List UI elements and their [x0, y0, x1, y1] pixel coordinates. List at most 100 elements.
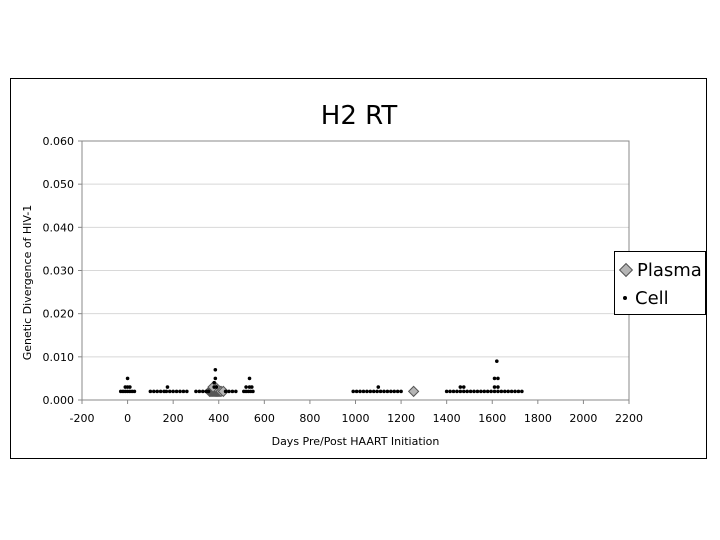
y-tick-label: 0.010 [43, 351, 75, 364]
cell-point [482, 389, 487, 394]
cell-point [496, 385, 500, 389]
cell-point [516, 389, 521, 394]
cell-point [151, 389, 156, 394]
plasma-point [217, 385, 230, 398]
cell-point [455, 389, 459, 394]
cell-point [378, 389, 383, 394]
y-tick-label: 0.060 [43, 135, 75, 148]
cell-point [495, 359, 499, 363]
cell-point [472, 389, 476, 394]
cell-point [358, 389, 362, 394]
cell-point [371, 389, 376, 394]
x-tick-label: 600 [254, 412, 275, 425]
legend-item-cell: Cell [621, 286, 669, 310]
cell-point [223, 389, 228, 394]
cell-point [230, 389, 235, 394]
cell-point [181, 389, 186, 394]
cell-point [392, 389, 397, 394]
dot-marker-icon [623, 296, 627, 300]
cell-point [212, 380, 216, 385]
x-tick-label: 1800 [524, 412, 552, 425]
cell-point [244, 385, 248, 389]
cell-point [375, 389, 379, 394]
plasma-point [407, 385, 420, 398]
cell-point [212, 385, 216, 389]
cell-point [492, 376, 497, 381]
cell-point [376, 385, 381, 389]
cell-point [458, 389, 463, 394]
cell-point [382, 389, 386, 394]
cell-point [351, 389, 356, 394]
cell-point [492, 389, 497, 394]
x-tick-label: 1400 [433, 412, 461, 425]
x-tick-label: 400 [208, 412, 229, 425]
cell-point [389, 389, 393, 394]
y-axis-label: Genetic Divergence of HIV-1 [21, 205, 34, 361]
cell-point [458, 385, 463, 389]
cell-point [164, 389, 169, 394]
cell-point [165, 385, 170, 389]
cell-point [399, 389, 403, 394]
cell-point [361, 389, 366, 394]
cell-point [128, 385, 132, 389]
legend: Plasma Cell [614, 251, 706, 315]
cell-point [502, 389, 507, 394]
cell-point [197, 389, 202, 394]
cell-point [194, 389, 198, 394]
cell-point [479, 389, 483, 394]
x-tick-label: 2200 [615, 412, 643, 425]
cell-point [489, 389, 493, 394]
cell-point [496, 376, 500, 381]
cell-point [354, 389, 359, 394]
cell-point [125, 376, 130, 381]
x-tick-label: 1000 [342, 412, 370, 425]
cell-point [158, 389, 163, 394]
x-tick-label: 800 [299, 412, 320, 425]
cell-point [365, 389, 369, 394]
legend-label-cell: Cell [635, 287, 669, 309]
cell-point [148, 389, 153, 394]
x-tick-label: 2000 [569, 412, 597, 425]
y-tick-label: 0.050 [43, 178, 75, 191]
cell-point [513, 389, 517, 394]
x-axis-label: Days Pre/Post HAART Initiation [272, 435, 440, 448]
cell-point [234, 389, 238, 394]
cell-point [155, 389, 160, 394]
cell-point [444, 389, 449, 394]
cell-point [167, 389, 172, 394]
cell-point [451, 389, 456, 394]
cell-point [509, 389, 514, 394]
cell-point [174, 389, 179, 394]
cell-point [185, 389, 189, 394]
cell-point [395, 389, 400, 394]
cell-point [492, 385, 497, 389]
cell-point [251, 389, 255, 394]
cell-point [461, 385, 466, 389]
y-tick-label: 0.030 [43, 265, 75, 278]
cell-point [171, 389, 175, 394]
plot-area: 0.000 0.010 0.020 0.030 0.040 0.050 0.060 -200 0… [43, 135, 644, 425]
cell-point [520, 389, 524, 394]
scatter-chart: H2 RT 0.000 0.010 0.020 0.030 0.040 0.050 0.06… [21, 101, 644, 448]
cell-point [368, 389, 373, 394]
y-tick-label: 0.000 [43, 394, 75, 407]
cell-point [206, 389, 211, 394]
cell-point [465, 389, 469, 394]
cell-point [485, 389, 490, 394]
x-tick-label: 1600 [478, 412, 506, 425]
cell-point [385, 389, 390, 394]
x-tick-label: -200 [70, 412, 95, 425]
cell-point [249, 385, 254, 389]
cell-point [200, 389, 205, 394]
cell-point [468, 389, 473, 394]
legend-item-plasma: Plasma [618, 258, 702, 282]
cell-point [132, 389, 137, 394]
cell-point [227, 389, 231, 394]
cell-point [461, 389, 466, 394]
cell-point [178, 389, 182, 394]
chart-frame: H2 RT 0.000 0.010 0.020 0.030 0.040 0.050 0.06… [10, 78, 707, 459]
cell-point [448, 389, 452, 394]
cell-point [247, 376, 252, 381]
cell-point [506, 389, 511, 394]
x-tick-label: 1200 [387, 412, 415, 425]
